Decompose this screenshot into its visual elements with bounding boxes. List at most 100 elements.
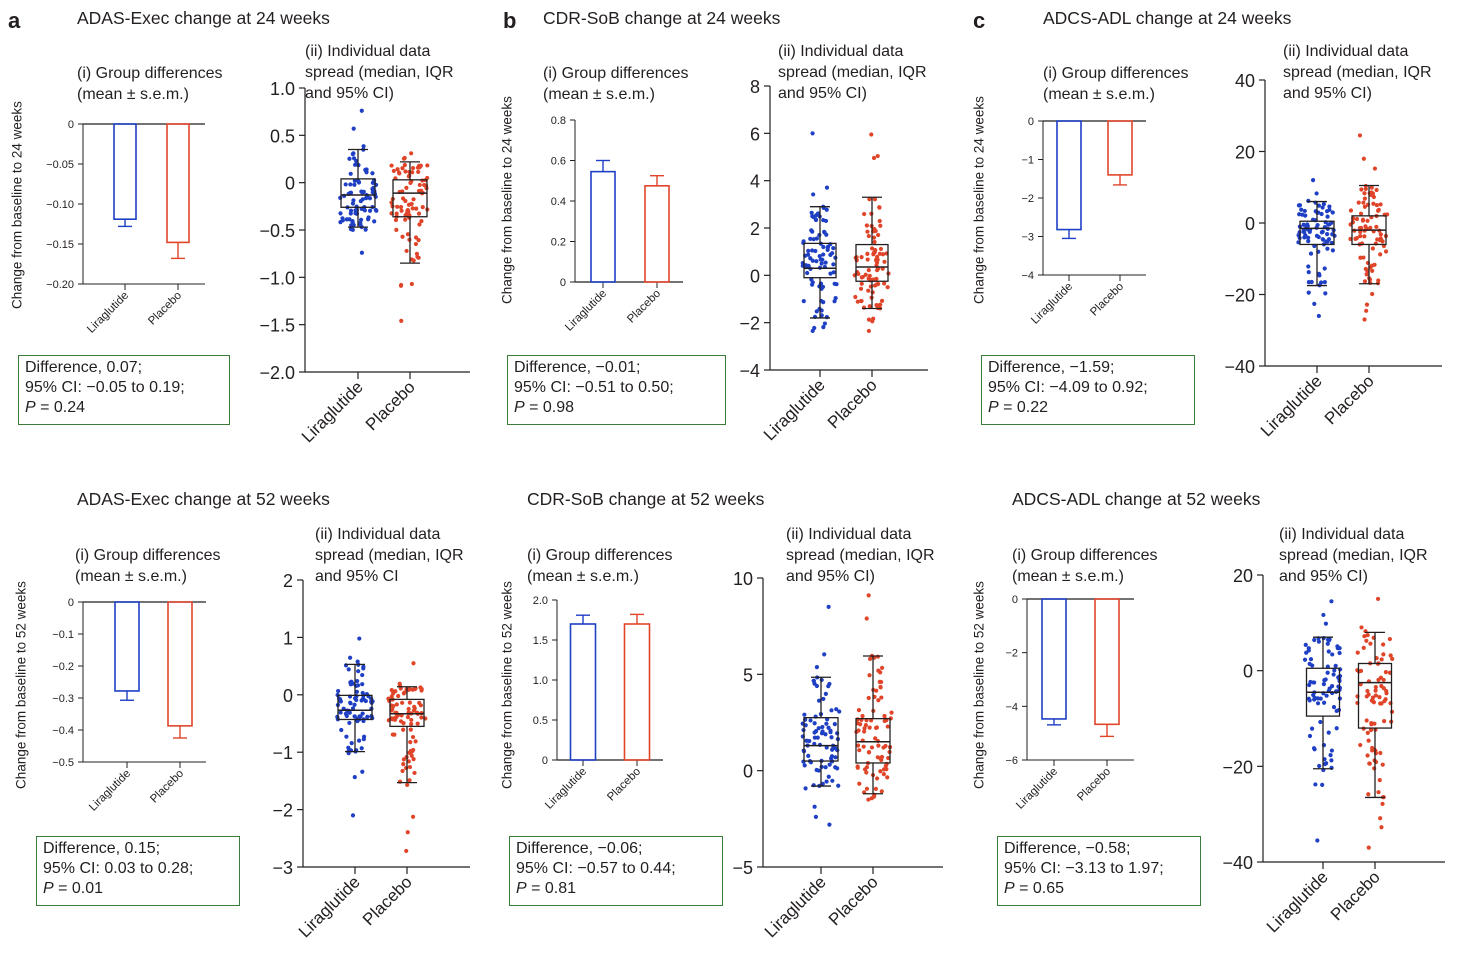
data-point bbox=[863, 272, 868, 277]
data-point bbox=[859, 281, 864, 286]
data-point bbox=[870, 319, 875, 324]
data-point bbox=[1381, 652, 1386, 657]
y-tick-label: 1.5 bbox=[533, 635, 548, 647]
data-point bbox=[830, 778, 835, 783]
data-point bbox=[402, 162, 407, 168]
y-tick-label: 0.6 bbox=[551, 156, 566, 168]
data-point bbox=[370, 171, 375, 176]
data-point bbox=[405, 830, 410, 835]
data-point bbox=[410, 814, 416, 819]
data-point bbox=[813, 248, 818, 254]
bar-liraglutide bbox=[113, 123, 137, 220]
data-point bbox=[338, 220, 343, 225]
data-point bbox=[1316, 639, 1322, 644]
data-point bbox=[396, 170, 402, 175]
data-point bbox=[1369, 190, 1374, 195]
data-point bbox=[1306, 270, 1311, 275]
data-point bbox=[1321, 237, 1326, 242]
data-point bbox=[1362, 204, 1367, 209]
data-point bbox=[362, 208, 367, 213]
y-tick-label: 0 bbox=[1028, 116, 1034, 128]
data-point bbox=[864, 616, 869, 621]
ci-text: 95% CI: −0.05 to 0.19; bbox=[25, 379, 185, 396]
data-point bbox=[878, 246, 884, 252]
data-point bbox=[1384, 688, 1389, 694]
data-point bbox=[415, 254, 420, 260]
data-point bbox=[1326, 730, 1331, 735]
data-point bbox=[820, 781, 825, 786]
data-point bbox=[820, 724, 825, 730]
data-point bbox=[859, 255, 864, 260]
data-point bbox=[411, 661, 416, 666]
data-point bbox=[875, 260, 880, 265]
data-point bbox=[876, 743, 881, 748]
data-point bbox=[876, 281, 881, 287]
data-point bbox=[886, 755, 891, 761]
y-tick-label: −3 bbox=[272, 858, 293, 878]
data-point bbox=[400, 768, 405, 774]
data-point bbox=[1354, 236, 1359, 241]
y-tick-label: −2 bbox=[739, 314, 760, 334]
data-point bbox=[1361, 255, 1366, 260]
data-point bbox=[417, 222, 422, 227]
panel-letter: a bbox=[8, 8, 21, 33]
data-point bbox=[873, 736, 878, 741]
data-point bbox=[814, 309, 819, 314]
p-value: = 0.22 bbox=[998, 399, 1049, 416]
y-tick-label: −2 bbox=[272, 801, 293, 821]
data-point bbox=[830, 251, 835, 256]
data-point bbox=[401, 757, 406, 762]
data-point bbox=[828, 271, 833, 276]
data-point bbox=[391, 703, 396, 709]
data-point bbox=[814, 259, 819, 264]
data-point bbox=[1358, 234, 1363, 239]
data-point bbox=[853, 294, 858, 300]
data-point bbox=[859, 298, 864, 304]
data-point bbox=[878, 302, 883, 307]
data-point bbox=[1373, 688, 1378, 693]
data-point bbox=[1354, 216, 1360, 222]
y-tick-label: 0.5 bbox=[270, 126, 295, 146]
data-point bbox=[1306, 198, 1311, 203]
data-point bbox=[1369, 720, 1374, 726]
data-point bbox=[832, 281, 837, 286]
data-point bbox=[862, 729, 867, 734]
data-point bbox=[351, 156, 357, 161]
data-point bbox=[409, 721, 414, 727]
data-point bbox=[1370, 246, 1375, 251]
data-point bbox=[344, 734, 349, 739]
data-point bbox=[1370, 695, 1376, 700]
data-point bbox=[1366, 845, 1371, 850]
y-tick-label: 1 bbox=[283, 628, 293, 648]
data-point bbox=[1358, 255, 1363, 260]
data-point bbox=[1328, 753, 1333, 758]
x-tick-label: Placebo bbox=[825, 872, 882, 929]
data-point bbox=[837, 709, 842, 714]
x-tick-label: Placebo bbox=[146, 290, 184, 328]
y-tick-label: −1 bbox=[272, 743, 293, 763]
data-point bbox=[1327, 207, 1332, 212]
data-point bbox=[354, 689, 360, 694]
data-point bbox=[1319, 211, 1324, 217]
x-tick-label: Liraglutide bbox=[87, 768, 133, 814]
data-point bbox=[357, 636, 362, 641]
y-axis-label: Change from baseline to 24 weeks bbox=[972, 96, 987, 304]
difference-text: Difference, 0.15; bbox=[43, 840, 161, 857]
data-point bbox=[806, 753, 811, 759]
x-tick-label: Placebo bbox=[824, 375, 881, 432]
data-point bbox=[866, 288, 871, 293]
data-point bbox=[1366, 738, 1371, 743]
data-point bbox=[1380, 762, 1385, 767]
data-point bbox=[389, 163, 394, 168]
data-point bbox=[884, 767, 889, 772]
data-point bbox=[816, 726, 821, 731]
data-point bbox=[860, 713, 865, 719]
data-point bbox=[875, 654, 881, 659]
data-point bbox=[1308, 251, 1314, 256]
data-point bbox=[865, 229, 870, 234]
data-point bbox=[1364, 272, 1369, 277]
data-point bbox=[418, 703, 423, 708]
data-point bbox=[875, 776, 880, 781]
data-point bbox=[406, 209, 411, 214]
